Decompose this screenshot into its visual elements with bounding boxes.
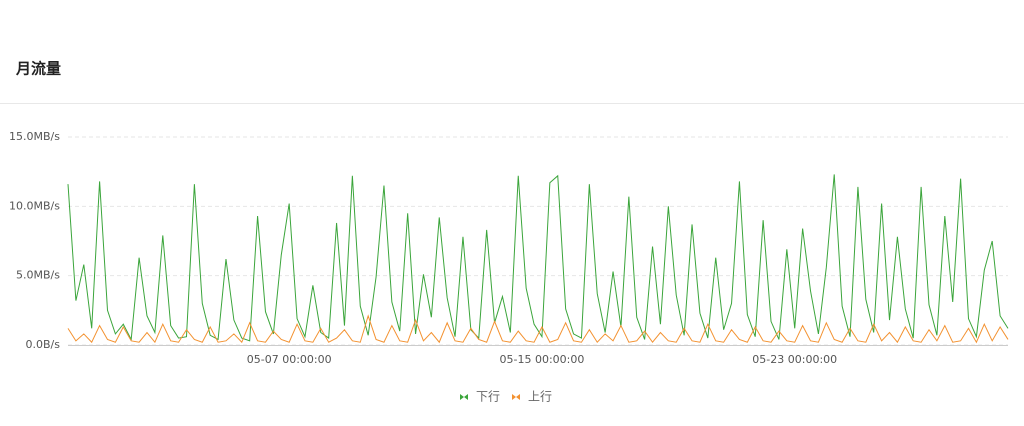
legend-label: 下行: [476, 390, 500, 404]
legend-label: 上行: [528, 390, 552, 404]
y-tick-label: 0.0B/s: [26, 338, 61, 351]
series-line: [67, 314, 1009, 344]
legend-icon: [460, 394, 468, 400]
x-tick-label: 05-07 00:00:00: [247, 353, 332, 366]
y-tick-label: 5.0MB/s: [16, 269, 60, 282]
panel-title: 月流量: [15, 60, 61, 78]
legend-icon: [512, 394, 520, 400]
series-line: [67, 174, 1009, 342]
y-tick-label: 15.0MB/s: [9, 130, 60, 143]
x-tick-label: 05-23 00:00:00: [752, 353, 837, 366]
y-tick-label: 10.0MB/s: [9, 199, 60, 212]
x-tick-label: 05-15 00:00:00: [500, 353, 585, 366]
